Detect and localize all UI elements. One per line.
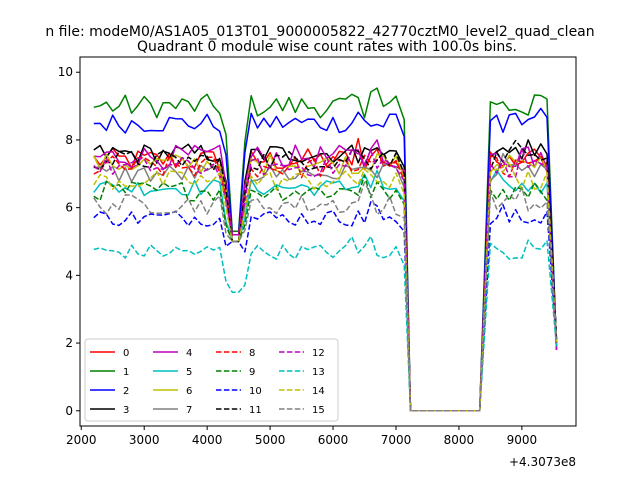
legend-label-3: 3 <box>123 405 129 416</box>
x-tick-label: 6000 <box>318 433 349 447</box>
x-tick-label: 4000 <box>192 433 223 447</box>
chart-title: Quadrant 0 module wise count rates with … <box>137 39 517 55</box>
legend-label-12: 12 <box>312 348 325 359</box>
legend-label-10: 10 <box>249 386 262 397</box>
series-line-10 <box>93 201 558 412</box>
x-tick-label: 5000 <box>255 433 286 447</box>
x-tick-label: 7000 <box>381 433 412 447</box>
legend-label-4: 4 <box>186 348 192 359</box>
plot-lines <box>93 87 558 412</box>
legend-label-9: 9 <box>249 367 255 378</box>
legend-label-7: 7 <box>186 405 192 416</box>
y-tick-label: 8 <box>65 133 73 147</box>
x-tick-label: 9000 <box>507 433 538 447</box>
y-tick-label: 2 <box>65 336 73 350</box>
legend-label-15: 15 <box>312 405 325 416</box>
axes-frame <box>79 56 577 427</box>
x-offset-label: +4.3073e8 <box>509 455 576 469</box>
y-tick-label: 0 <box>65 404 73 418</box>
x-tick-label: 3000 <box>129 433 160 447</box>
y-axis: 0 2 4 6 8 10 <box>58 65 80 418</box>
series-line-15 <box>93 181 558 412</box>
x-tick-label: 8000 <box>444 433 475 447</box>
legend-label-13: 13 <box>312 367 325 378</box>
x-axis: 2000 3000 4000 5000 6000 7000 8000 9000 <box>66 426 537 447</box>
legend-label-14: 14 <box>312 386 325 397</box>
y-tick-label: 10 <box>58 65 73 79</box>
legend-label-1: 1 <box>123 367 129 378</box>
y-tick-label: 6 <box>65 201 73 215</box>
x-tick-label: 2000 <box>66 433 97 447</box>
legend-label-5: 5 <box>186 367 192 378</box>
legend-label-2: 2 <box>123 386 129 397</box>
legend-box <box>84 338 339 422</box>
legend-label-8: 8 <box>249 348 255 359</box>
figure-suptitle: n file: modeM0/AS1A05_013T01_9000005822_… <box>45 24 594 40</box>
legend-label-6: 6 <box>186 386 192 397</box>
y-tick-label: 4 <box>65 268 73 282</box>
series-line-13 <box>93 235 558 412</box>
legend-label-0: 0 <box>123 348 129 359</box>
legend-label-11: 11 <box>249 405 262 416</box>
series-line-2 <box>93 107 558 412</box>
